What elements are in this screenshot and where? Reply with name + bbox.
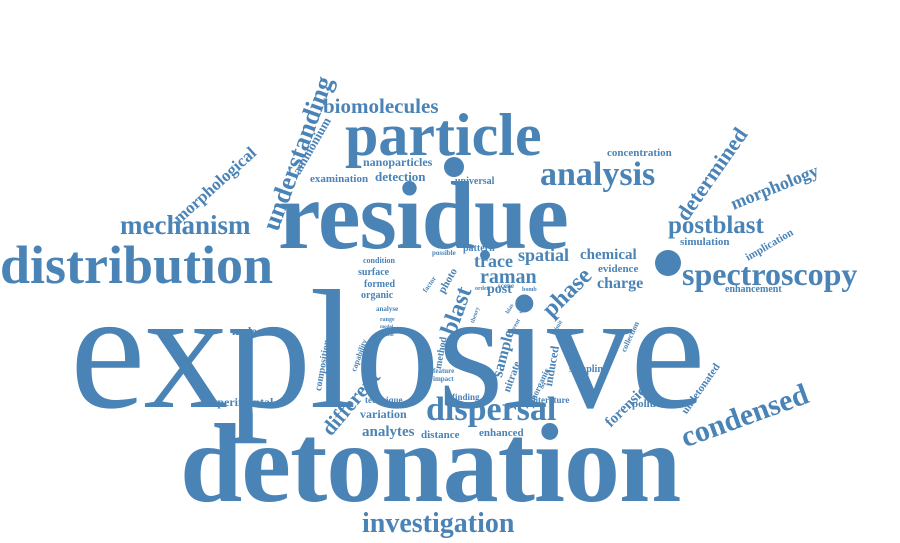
word-detonation: detonation (180, 402, 681, 526)
word-order: order (475, 286, 490, 292)
word-technique: technique (365, 395, 403, 405)
word-dispersal: dispersal (426, 391, 557, 428)
word-organic: organic (361, 290, 394, 301)
word-explosive: explosive (70, 256, 706, 444)
word-formed: formed (364, 279, 396, 290)
word-universal: universal (455, 176, 495, 187)
word-examination: examination (310, 173, 369, 185)
word-analysis: analysis (540, 156, 656, 193)
word-feature: feature (433, 367, 455, 375)
word-pollutant: pollutant (632, 398, 675, 410)
word-experimental: experimental (206, 395, 274, 409)
word-molecule: molecule (232, 324, 278, 338)
word-sampling: sampling (569, 364, 608, 375)
dot-large-residue (444, 157, 464, 177)
word-chemical: chemical (580, 247, 637, 263)
word-mechanism: mechanism (120, 210, 251, 240)
word-analyse: analyse (376, 305, 399, 313)
word-trace: trace (474, 251, 513, 271)
word-enhanced: enhanced (479, 427, 524, 439)
dot-small-raman (480, 250, 490, 260)
word-raman: raman (480, 266, 537, 288)
word-spectroscopy: spectroscopy (682, 256, 858, 292)
word-particle: particle (345, 102, 542, 168)
word-bomb: bomb (522, 287, 537, 293)
word-possible: possible (432, 249, 456, 257)
word-scene: scene (498, 282, 514, 290)
word-model: model (380, 325, 394, 330)
word-spatial: spatial (518, 245, 570, 265)
word-morphology: morphology (727, 160, 822, 214)
word-trend: trend (382, 333, 394, 338)
word-biomolecules: biomolecules (323, 94, 439, 118)
word-pattern: pattern (463, 243, 495, 254)
word-surface: surface (358, 267, 390, 278)
dot-large-spectroscopy (655, 250, 681, 276)
word-variation: variation (360, 407, 407, 421)
word-literature: literature (533, 395, 570, 405)
word-charge: charge (597, 275, 644, 292)
word-detection: detection (375, 169, 426, 184)
word-enhancement: enhancement (725, 284, 782, 295)
word-nanoparticles: nanoparticles (363, 155, 433, 169)
word-simulation: simulation (680, 236, 730, 248)
word-impact: impact (433, 375, 454, 383)
word-condition: condition (363, 256, 396, 265)
word-residue: residue (278, 162, 569, 269)
word-distribution: distribution (0, 235, 274, 295)
word-evidence: evidence (598, 263, 639, 275)
word-concentration: concentration (607, 147, 672, 159)
word-range: range (380, 317, 395, 323)
word-finding: finding (452, 392, 480, 402)
word-distance: distance (421, 429, 460, 441)
word-post: post (487, 282, 512, 297)
word-investigation: investigation (362, 508, 515, 539)
word-analytes: analytes (362, 424, 415, 440)
word-postblast: postblast (668, 212, 764, 239)
